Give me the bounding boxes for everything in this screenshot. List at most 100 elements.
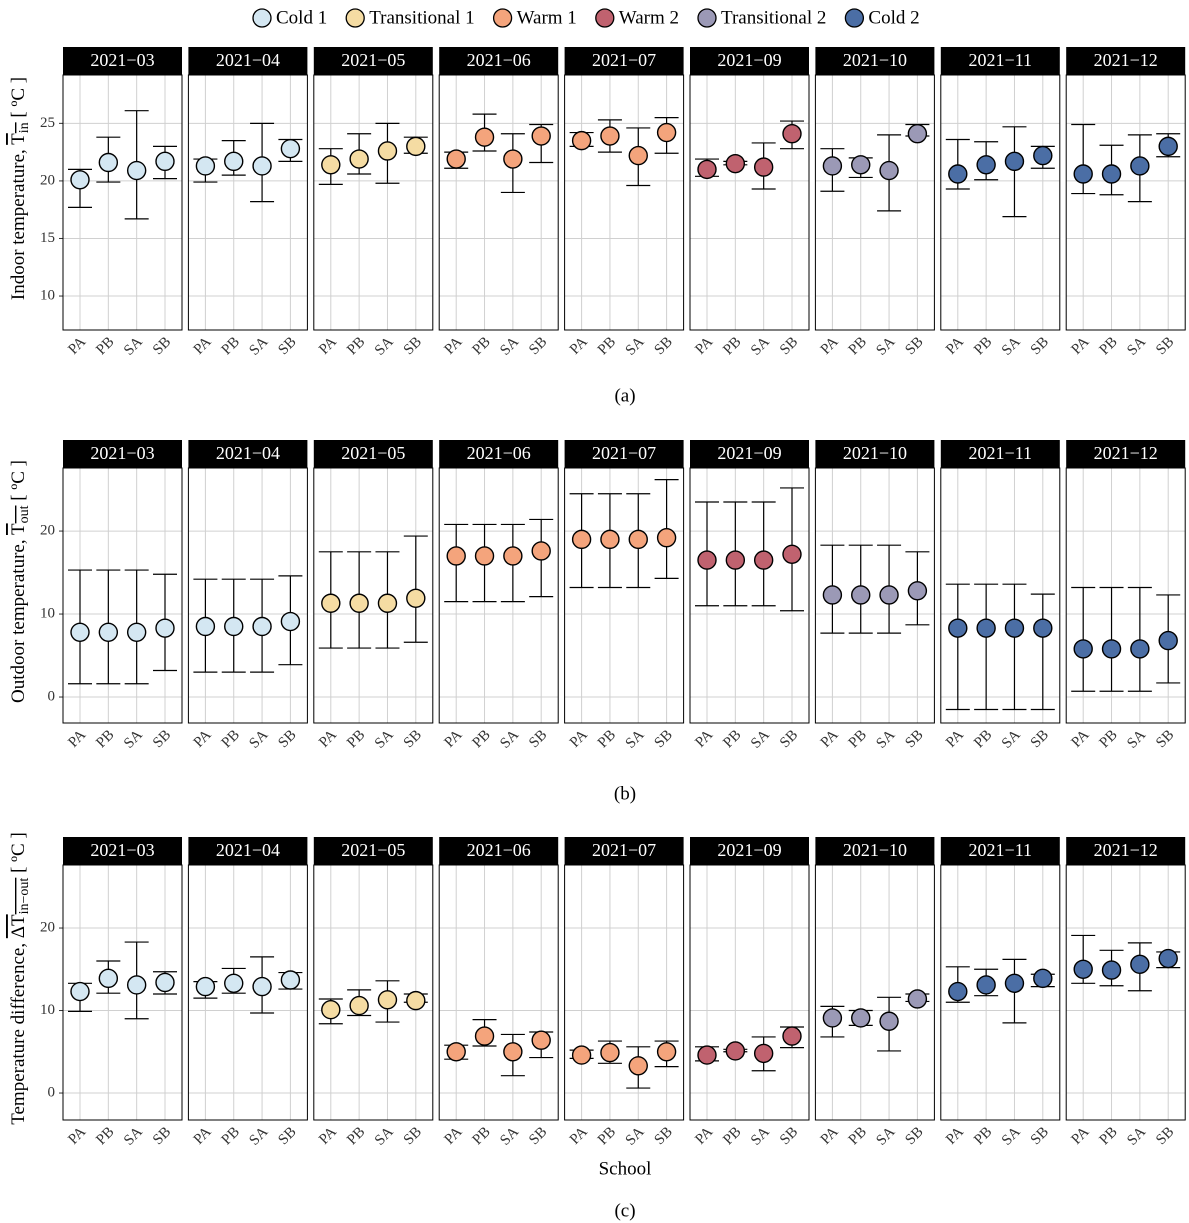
x-tick-label: PB <box>219 1124 243 1148</box>
mean-point <box>98 622 119 643</box>
x-tick-label: SB <box>902 727 926 751</box>
mean-point <box>1033 618 1053 638</box>
facet-border <box>62 864 183 1121</box>
mean-point <box>195 616 216 637</box>
x-tick-label: PA <box>316 334 340 358</box>
x-tick-label: SA <box>372 1124 397 1149</box>
mean-point <box>503 546 523 566</box>
facet-title: 2021−07 <box>592 443 656 463</box>
mean-point <box>1101 164 1122 184</box>
mean-point <box>252 616 272 637</box>
mean-point <box>195 976 216 997</box>
x-tick-label: SA <box>246 727 271 752</box>
facet-background <box>564 75 684 330</box>
facet-border <box>564 864 685 1121</box>
y-label-sub: in <box>17 122 32 133</box>
y-tick-label: 10 <box>40 1002 55 1018</box>
x-tick-label: SB <box>401 727 425 751</box>
mean-point <box>822 1008 843 1028</box>
x-tick-label: SB <box>275 334 299 358</box>
mean-point <box>1073 959 1093 979</box>
mean-point <box>280 138 301 159</box>
y-tick-label: 0 <box>48 688 56 704</box>
mean-point <box>1130 156 1150 176</box>
mean-point <box>697 550 717 570</box>
facet-border <box>940 864 1061 1121</box>
x-tick-label: PB <box>1096 727 1120 751</box>
facet-title: 2021−09 <box>717 443 781 463</box>
mean-point <box>252 156 272 176</box>
y-tick-label: 15 <box>40 230 55 246</box>
x-tick-label: SB <box>401 334 425 358</box>
facet-border <box>62 467 183 724</box>
x-tick-label: SB <box>526 727 550 751</box>
x-tick-label: PA <box>692 334 716 358</box>
x-tick-label: SB <box>777 334 801 358</box>
y-tick-label: 25 <box>40 115 55 131</box>
facet-title: 2021−05 <box>341 443 405 463</box>
mean-point <box>948 618 968 638</box>
mean-point <box>976 618 996 638</box>
mean-point <box>406 136 426 157</box>
facet-title: 2021−06 <box>467 50 531 70</box>
x-tick-label: SA <box>1124 1124 1149 1149</box>
x-tick-label: PB <box>93 727 117 751</box>
legend-swatch <box>345 8 365 28</box>
facet-strip <box>439 837 559 865</box>
facet-title: 2021−09 <box>717 840 781 860</box>
facet-background <box>564 865 684 1120</box>
x-tick-label: PB <box>971 334 995 358</box>
x-tick-label: PA <box>818 1124 842 1148</box>
mean-point <box>725 550 746 570</box>
mean-point <box>377 990 398 1010</box>
facet-border <box>438 467 559 724</box>
mean-point <box>822 156 843 176</box>
y-label-symbol: T <box>8 523 29 535</box>
legend-swatch <box>252 8 272 28</box>
facet-strip <box>690 440 809 468</box>
x-tick-label: SA <box>1124 727 1149 752</box>
legend-label: Cold 2 <box>868 7 919 28</box>
x-tick-label: PB <box>469 1124 493 1148</box>
mean-point <box>600 126 620 146</box>
mean-point <box>126 975 147 995</box>
mean-point <box>753 550 774 570</box>
mean-point <box>1130 639 1150 659</box>
facet-title: 2021−12 <box>1094 840 1158 860</box>
x-tick-label: PA <box>65 727 89 751</box>
x-tick-label: PB <box>971 727 995 751</box>
facet-background <box>63 75 182 330</box>
x-tick-label: SB <box>275 1124 299 1148</box>
x-tick-label: PA <box>1069 727 1093 751</box>
mean-point <box>531 126 551 146</box>
x-tick-label: SB <box>150 727 174 751</box>
facet-background <box>940 468 1060 723</box>
facet-border <box>313 864 434 1121</box>
mean-point <box>879 1011 899 1031</box>
facet-border <box>940 467 1061 724</box>
mean-point <box>697 159 717 180</box>
facet-border <box>187 864 308 1121</box>
mean-point <box>224 973 244 994</box>
x-tick-label: SB <box>1153 334 1177 358</box>
x-axis-label: School <box>599 1158 652 1179</box>
facet-background <box>188 75 308 330</box>
mean-point <box>753 1043 774 1064</box>
x-tick-label: SA <box>497 1124 522 1149</box>
facet-background <box>63 468 182 723</box>
facet-strip <box>63 47 182 75</box>
legend-label: Warm 1 <box>517 7 577 28</box>
mean-point <box>98 152 119 173</box>
legend-label: Transitional 2 <box>721 7 826 28</box>
x-tick-label: SB <box>777 727 801 751</box>
mean-point <box>349 995 369 1016</box>
x-tick-label: SA <box>121 727 146 752</box>
mean-point <box>851 585 871 605</box>
y-label-text: Temperature difference, <box>8 938 29 1125</box>
mean-point <box>656 528 677 548</box>
facet-border <box>940 74 1061 331</box>
facet-strip <box>313 440 433 468</box>
facet-border <box>62 74 183 331</box>
y-label-text: Indoor temperature, <box>8 145 29 300</box>
